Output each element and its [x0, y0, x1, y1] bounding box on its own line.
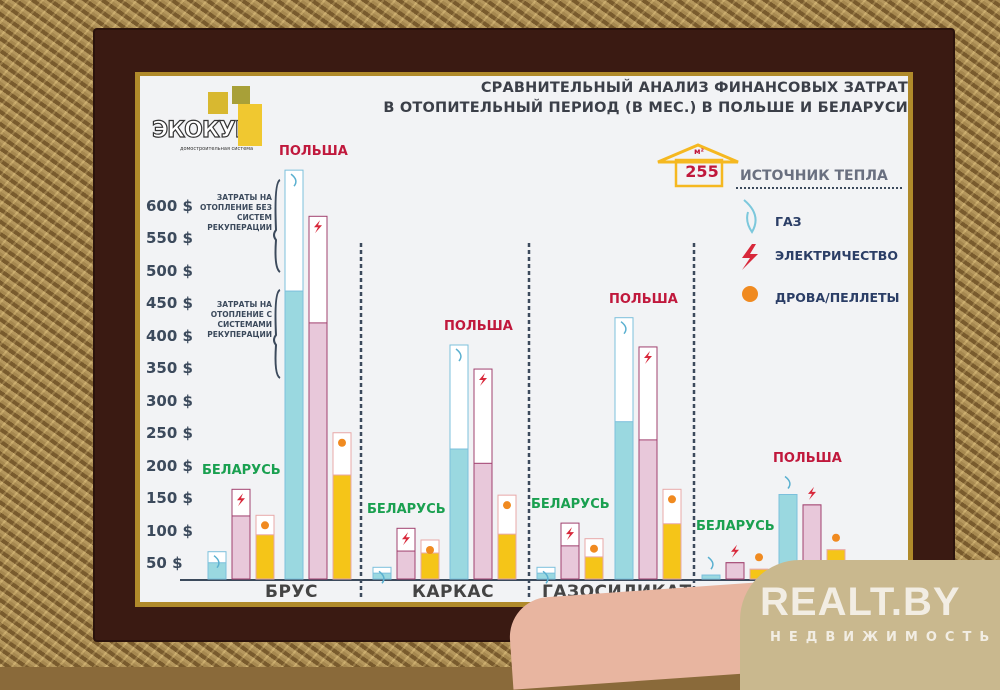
fire-icon	[503, 501, 511, 510]
y-tick-label: 150 $	[146, 489, 193, 507]
lightning-icon	[402, 532, 410, 546]
country-label: БЕЛАРУСЬ	[696, 518, 775, 534]
y-tick-label: 200 $	[146, 456, 193, 475]
bar-electricity-recuperation	[396, 550, 416, 580]
y-tick-label: 550 $	[146, 229, 193, 247]
y-tick-label: 100 $	[146, 521, 193, 540]
area-unit: м²	[694, 147, 705, 156]
note-with-recuperation: ЗАТРАТЫ НА ОТОПЛЕНИЕ С СИСТЕМАМИ РЕКУПЕР…	[207, 300, 272, 339]
lightning-icon	[742, 244, 758, 270]
bar-electricity-recuperation	[560, 545, 580, 580]
fire-icon	[742, 286, 758, 302]
bar-wood-recuperation	[497, 533, 517, 580]
fire-icon	[755, 553, 763, 562]
bar-wood-recuperation	[662, 523, 682, 580]
category-label: БРУС	[265, 582, 318, 602]
bar-wood-recuperation	[332, 474, 352, 580]
bar-electricity-recuperation	[725, 562, 745, 580]
y-tick-label: 300 $	[146, 391, 193, 410]
y-tick-label: 250 $	[146, 424, 193, 442]
fire-icon	[832, 533, 840, 542]
bar-electricity-recuperation	[638, 439, 658, 580]
lightning-icon	[314, 220, 322, 234]
country-label: ПОЛЬША	[444, 319, 513, 334]
y-tick-label: 400 $	[146, 326, 193, 345]
area-house-icon	[657, 143, 902, 189]
bar-gas-recuperation	[701, 574, 721, 580]
y-tick-label: 500 $	[146, 261, 193, 280]
gas-flame-icon	[620, 321, 627, 335]
chart-title-line1: СРАВНИТЕЛЬНЫЙ АНАЛИЗ ФИНАНСОВЫХ ЗАТРАТ	[480, 80, 908, 96]
bar-electricity-recuperation	[231, 515, 251, 580]
legend-gas: ГАЗ	[775, 214, 802, 229]
fire-icon	[338, 438, 346, 447]
country-label: ПОЛЬША	[609, 291, 678, 307]
fire-icon	[668, 495, 676, 504]
brace-without	[273, 179, 281, 273]
watermark-sub: НЕДВИЖИМОСТЬ	[770, 630, 998, 645]
gas-flame-icon	[290, 173, 297, 187]
gas-flame-icon	[707, 556, 714, 570]
bar-wood-recuperation	[584, 556, 604, 580]
bar-gas-recuperation	[449, 448, 469, 580]
fire-icon	[426, 546, 434, 554]
bar-gas-recuperation	[207, 562, 227, 580]
gas-flame-icon	[213, 555, 220, 569]
fire-icon	[261, 521, 269, 530]
country-label: ПОЛЬША	[773, 450, 842, 466]
watermark-brand: REALT.BY	[760, 580, 961, 624]
country-label: БЕЛАРУСЬ	[531, 497, 610, 513]
lightning-icon	[566, 527, 574, 541]
y-tick-label: 50 $	[146, 554, 183, 572]
country-label: БЕЛАРУСЬ	[202, 463, 281, 479]
bar-electricity-recuperation	[473, 462, 493, 580]
gas-flame-icon	[378, 570, 385, 584]
y-tick-label: 450 $	[146, 294, 193, 312]
legend-wood: ДРОВА/ПЕЛЛЕТЫ	[775, 290, 900, 305]
lightning-icon	[731, 544, 739, 558]
gas-flame-icon	[542, 570, 549, 584]
gas-flame-icon	[784, 475, 791, 489]
country-label: ПОЛЬША	[279, 144, 348, 160]
country-label: БЕЛАРУСЬ	[367, 502, 446, 518]
gas-flame-icon	[455, 348, 462, 362]
brace-with	[273, 289, 281, 379]
y-tick-label: 600 $	[146, 196, 193, 215]
y-tick-label: 350 $	[146, 359, 193, 377]
legend-electricity: ЭЛЕКТРИЧЕСТВО	[775, 248, 898, 263]
category-label: КАРКАС	[412, 582, 495, 602]
bar-wood-recuperation	[420, 552, 440, 580]
bar-gas-recuperation	[614, 421, 634, 580]
lightning-icon	[808, 486, 816, 500]
area-value: 255	[685, 162, 719, 181]
bar-gas-recuperation	[284, 290, 304, 580]
bar-wood-recuperation	[255, 534, 275, 580]
fire-icon	[590, 544, 598, 553]
ecocube-logo: ЭКОКУБ	[151, 117, 252, 143]
lightning-icon	[479, 373, 487, 387]
legend-title: ИСТОЧНИК ТЕПЛА	[740, 168, 888, 184]
lightning-icon	[644, 350, 652, 364]
chart-title-line2: В ОТОПИТЕЛЬНЫЙ ПЕРИОД (В МЕС.) В ПОЛЬШЕ …	[383, 100, 908, 116]
bar-electricity-recuperation	[308, 322, 328, 580]
lightning-icon	[237, 493, 245, 507]
logo-subtitle: домостроительная система	[180, 146, 254, 152]
gas-flame-icon	[743, 199, 757, 234]
note-without-recuperation: ЗАТРАТЫ НА ОТОПЛЕНИЕ БЕЗ СИСТЕМ РЕКУПЕРА…	[200, 193, 272, 232]
